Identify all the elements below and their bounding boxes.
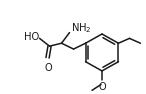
Text: HO: HO	[24, 32, 39, 42]
Text: O: O	[98, 82, 106, 92]
Text: NH$_2$: NH$_2$	[71, 21, 91, 35]
Text: O: O	[45, 63, 52, 73]
